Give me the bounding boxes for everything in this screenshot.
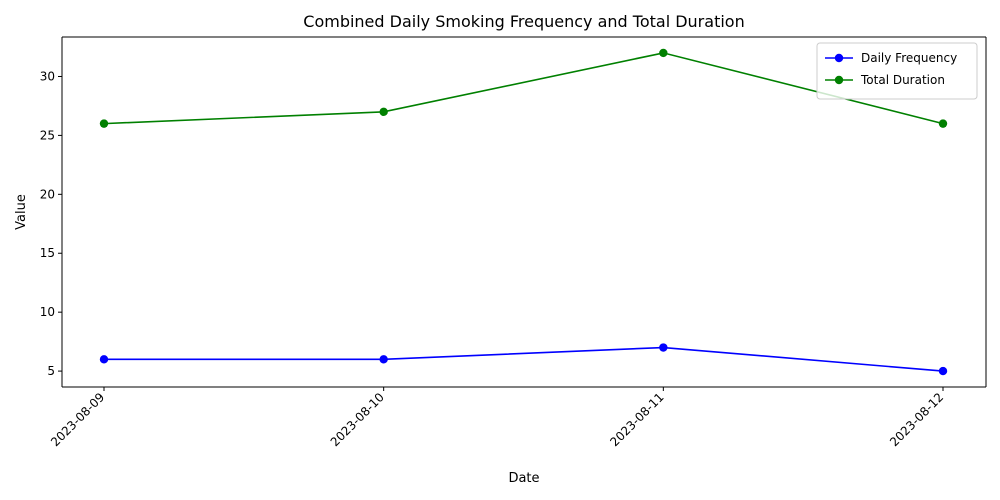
y-tick-label: 30 xyxy=(40,69,55,83)
y-tick-label: 20 xyxy=(40,187,55,201)
legend-label: Daily Frequency xyxy=(861,51,957,65)
y-tick-label: 5 xyxy=(47,364,55,378)
chart-title: Combined Daily Smoking Frequency and Tot… xyxy=(303,12,744,31)
series-line-1 xyxy=(104,346,944,372)
data-point xyxy=(99,119,109,128)
legend-label: Total Duration xyxy=(860,73,945,87)
series-line-2 xyxy=(103,52,944,125)
data-point xyxy=(379,107,388,117)
legend: Daily Frequency Total Duration xyxy=(816,42,978,100)
data-point xyxy=(99,355,109,364)
legend-marker xyxy=(834,53,844,63)
legend-marker xyxy=(834,75,844,85)
data-point xyxy=(379,355,388,364)
data-point xyxy=(659,343,668,352)
data-point xyxy=(938,366,948,376)
data-point xyxy=(938,119,948,128)
y-axis-label: Value xyxy=(14,194,29,230)
y-tick-label: 10 xyxy=(40,305,55,319)
data-point xyxy=(659,48,668,58)
y-tick-label: 25 xyxy=(40,128,55,142)
y-tick-label: 15 xyxy=(40,246,55,260)
x-axis-label: Date xyxy=(508,471,539,486)
legend-box xyxy=(816,42,978,100)
